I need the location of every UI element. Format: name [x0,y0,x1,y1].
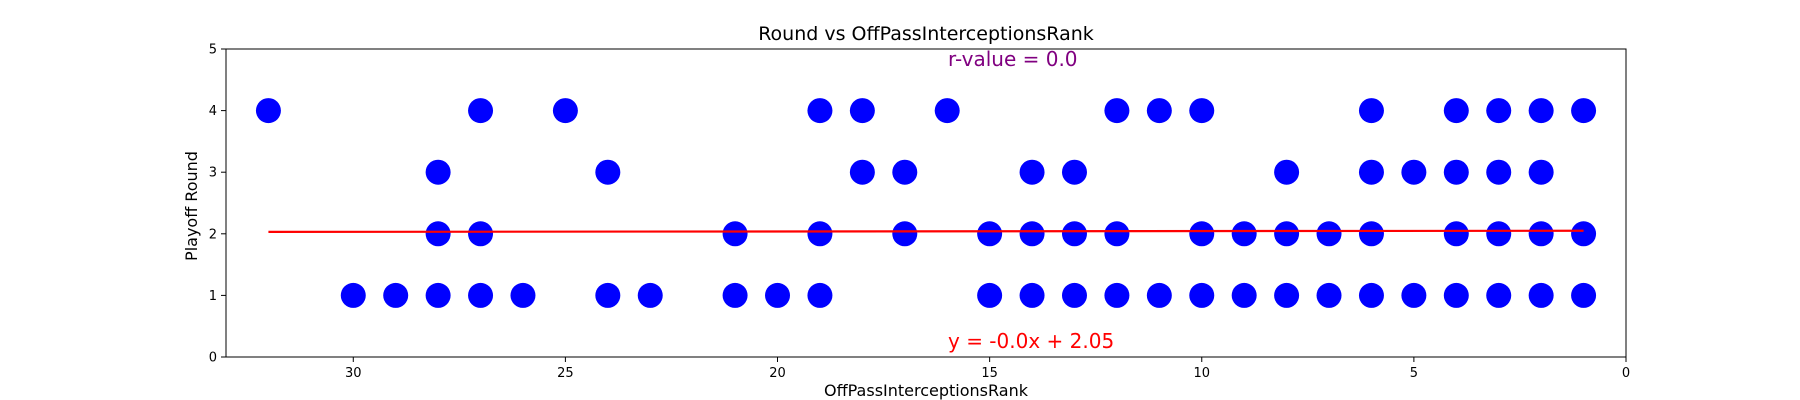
data-point [1443,159,1469,185]
axes-frame [225,48,1627,358]
regression-equation-annotation: y = -0.0x + 2.05 [948,329,1114,353]
data-point [1571,282,1597,308]
data-point [1231,221,1257,247]
data-point [1486,98,1512,124]
data-point [425,221,451,247]
y-tick-label: 5 [209,43,217,58]
data-point [340,282,366,308]
data-point [510,282,536,308]
chart-title: Round vs OffPassInterceptionsRank [758,23,1094,45]
data-point [892,221,918,247]
data-point [1061,282,1087,308]
data-point [1443,282,1469,308]
data-point [468,221,494,247]
data-point [1358,282,1384,308]
x-tick-label: 10 [1193,366,1210,381]
data-point [1061,159,1087,185]
data-point [595,282,621,308]
data-point [934,98,960,124]
data-point [1316,282,1342,308]
data-point [1358,159,1384,185]
x-tick-label: 15 [981,366,998,381]
data-point [1486,159,1512,185]
data-point [977,221,1003,247]
data-point [807,98,833,124]
data-point [1316,221,1342,247]
x-tick-label: 25 [557,366,574,381]
y-axis-label: Playoff Round [182,151,201,261]
y-tick-label: 2 [209,227,217,242]
data-point [1528,159,1554,185]
data-point [722,221,748,247]
data-point [1443,221,1469,247]
data-point [1146,98,1172,124]
x-tick-label: 20 [769,366,786,381]
data-point [425,159,451,185]
plot-area: 30 25 20 15 10 5 0 0 1 2 3 4 5 [209,43,1630,382]
data-point [637,282,663,308]
data-point [722,282,748,308]
y-tick-label: 4 [209,104,217,119]
r-value-annotation: r-value = 0.0 [948,47,1078,71]
data-point [1189,221,1215,247]
data-point [1486,282,1512,308]
data-point [765,282,791,308]
data-point [1274,159,1300,185]
data-point [1274,221,1300,247]
data-point [1104,221,1130,247]
data-point [1401,282,1427,308]
data-point [1528,282,1554,308]
data-point [1443,98,1469,124]
data-point [1189,282,1215,308]
data-point [977,282,1003,308]
data-point [468,282,494,308]
data-point [1274,282,1300,308]
data-point [849,98,875,124]
data-point [1571,221,1597,247]
data-point [425,282,451,308]
x-tick-label: 5 [1410,366,1418,381]
data-point [1571,98,1597,124]
data-point [1019,159,1045,185]
x-axis-label: OffPassInterceptionsRank [824,381,1029,400]
data-point [892,159,918,185]
data-point [1019,282,1045,308]
y-tick-label: 3 [209,166,217,181]
data-point [1061,221,1087,247]
data-point [383,282,409,308]
data-point [1146,282,1172,308]
data-point [1231,282,1257,308]
y-tick-label: 0 [209,351,217,366]
data-point [1528,98,1554,124]
data-point [1528,221,1554,247]
data-point [849,159,875,185]
data-point [595,159,621,185]
data-point [1358,221,1384,247]
data-point [1104,282,1130,308]
y-tick-label: 1 [209,289,217,304]
x-tick-label: 30 [345,366,362,381]
x-tick-label: 0 [1622,366,1630,381]
data-point [255,98,281,124]
data-point [552,98,578,124]
regression-line [268,229,1584,234]
data-point [1358,98,1384,124]
data-point [1104,98,1130,124]
data-point [1486,221,1512,247]
data-point [1189,98,1215,124]
data-point [1401,159,1427,185]
data-point [807,221,833,247]
data-point [468,98,494,124]
data-point [807,282,833,308]
data-point [1019,221,1045,247]
